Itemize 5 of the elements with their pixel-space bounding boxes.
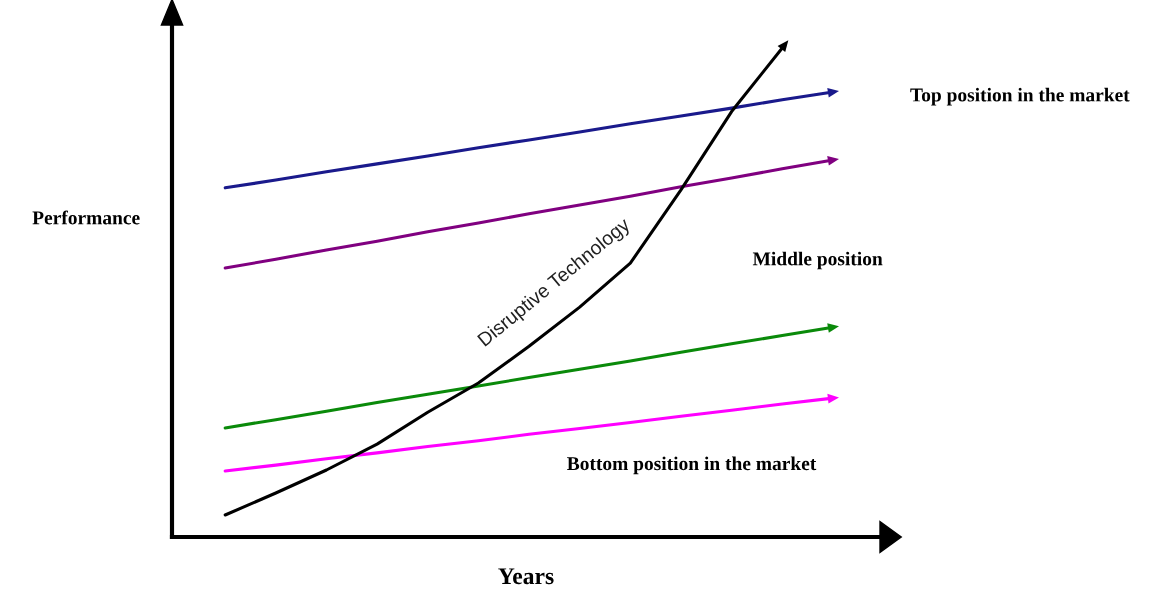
x-axis-title: Years [498, 568, 554, 585]
annotation: Bottom position in the market [567, 456, 817, 475]
y-axis-title: Performance [32, 210, 140, 225]
annotation: Middle position [752, 251, 883, 270]
text: Top position in the market [910, 87, 1130, 106]
